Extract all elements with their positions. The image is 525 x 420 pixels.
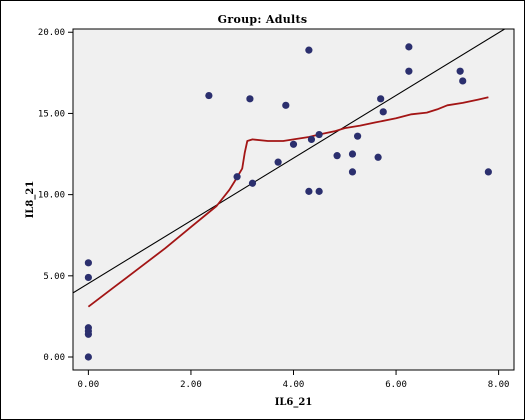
data-point <box>305 46 313 54</box>
data-point <box>333 152 341 160</box>
data-point <box>405 43 413 51</box>
y-tick-label: 15.00 <box>38 109 65 119</box>
data-point <box>307 135 316 144</box>
data-point <box>353 132 362 140</box>
x-tick-label: 8.00 <box>488 380 510 390</box>
data-point <box>456 67 464 75</box>
y-tick-label: 5.00 <box>43 272 65 282</box>
data-point <box>205 91 213 100</box>
data-point <box>246 95 254 103</box>
data-point <box>374 153 382 161</box>
data-point <box>405 67 413 75</box>
lines-layer <box>73 29 506 308</box>
y-tick-label: 20.00 <box>38 28 65 38</box>
data-point <box>484 168 492 176</box>
loess-curve <box>87 96 489 308</box>
plot-area <box>72 28 515 371</box>
y-axis: 0.00 5.00 10.00 15.00 20.00 <box>38 28 73 363</box>
y-axis-label: IL8_21 <box>25 181 36 219</box>
x-tick-label: 2.00 <box>180 380 202 390</box>
data-point <box>233 173 241 181</box>
y-tick-label: 10.00 <box>38 191 65 201</box>
x-tick-label: 4.00 <box>283 380 305 390</box>
data-point <box>248 179 257 187</box>
data-point <box>315 130 323 139</box>
chart-title: Group: Adults <box>217 13 308 26</box>
x-axis-label: IL6_21 <box>275 397 313 408</box>
data-point <box>379 108 387 116</box>
data-point <box>274 158 282 166</box>
x-axis: 0.00 2.00 4.00 6.00 8.00 <box>78 370 510 390</box>
y-tick-label: 0.00 <box>43 353 65 363</box>
data-point <box>84 324 92 332</box>
data-point <box>377 95 385 103</box>
data-point <box>84 259 92 267</box>
x-tick-label: 6.00 <box>385 380 407 390</box>
data-point <box>348 150 357 158</box>
x-tick-label: 0.00 <box>78 380 100 390</box>
data-point <box>459 77 467 85</box>
points-layer <box>84 43 492 361</box>
data-point <box>289 140 298 148</box>
data-point <box>348 168 357 176</box>
data-point <box>305 187 313 195</box>
data-point <box>282 101 290 109</box>
data-point <box>84 353 92 361</box>
data-point <box>315 187 323 195</box>
data-point <box>84 273 92 282</box>
linear-fit-line <box>73 29 506 294</box>
